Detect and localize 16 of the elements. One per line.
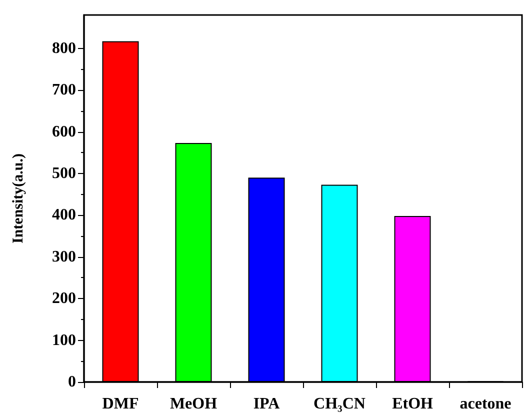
y-tick-label: 700 <box>52 82 76 99</box>
x-tick-label: IPA <box>253 396 280 412</box>
x-tick-label: CH₃CN <box>314 396 366 412</box>
y-tick-label: 100 <box>52 332 76 349</box>
y-tick-label: 600 <box>52 123 76 140</box>
x-tick-label: DMF <box>102 396 139 412</box>
y-tick-label: 300 <box>52 248 76 266</box>
y-axis-title: Intensity(a.u.) <box>10 153 26 244</box>
y-tick-label: 200 <box>52 290 76 308</box>
y-tick-label: 400 <box>52 206 76 224</box>
y-tick-label: 0 <box>68 374 76 390</box>
y-tick-label: 800 <box>52 40 76 57</box>
y-tick-label: 500 <box>52 164 76 182</box>
x-tick-label: EtOH <box>392 396 434 412</box>
x-tick-label: MeOH <box>170 396 218 412</box>
x-tick-label: acetone <box>460 396 512 412</box>
